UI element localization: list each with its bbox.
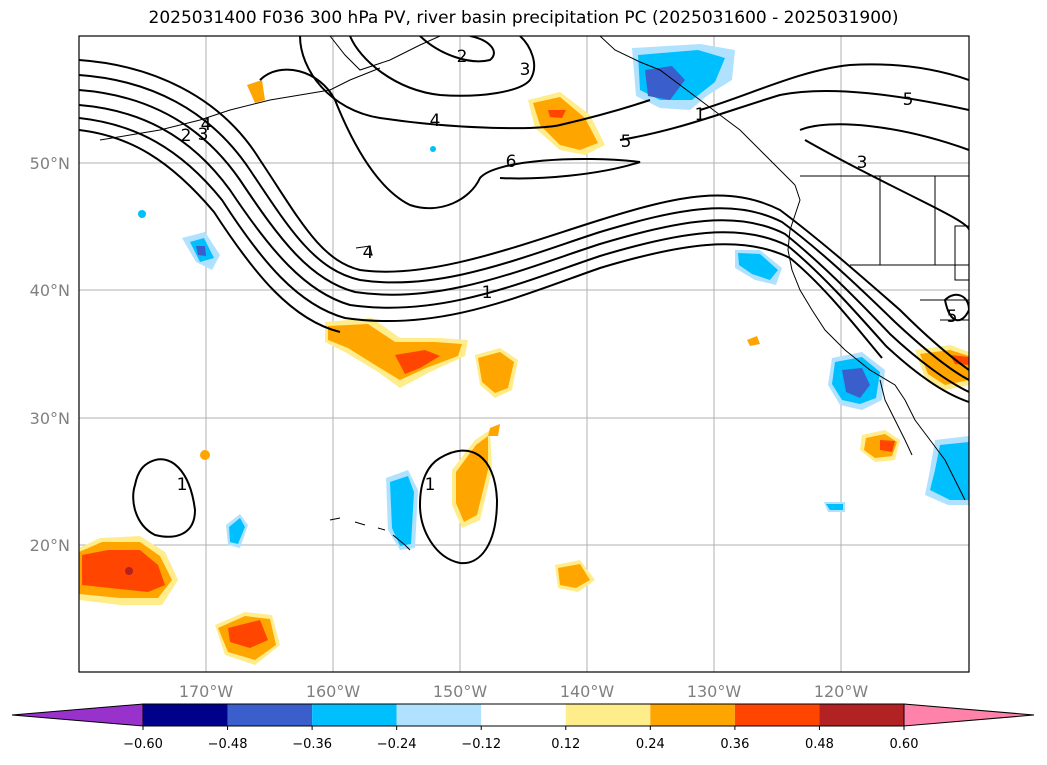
lat-tick-label: 20°N bbox=[30, 536, 70, 555]
contour-label: 3 bbox=[198, 125, 209, 145]
colorbar-segment bbox=[650, 704, 735, 726]
colorbar-label: −0.12 bbox=[461, 737, 501, 752]
colorbar-segment bbox=[481, 704, 566, 726]
colorbar-segment bbox=[227, 704, 313, 726]
plot-area bbox=[79, 36, 969, 672]
colorbar-segment bbox=[312, 704, 397, 726]
colorbar-label: 0.48 bbox=[805, 737, 834, 752]
colorbar-segment bbox=[396, 704, 482, 726]
colorbar-label: 0.60 bbox=[890, 737, 919, 752]
contour-label: 6 bbox=[506, 152, 517, 172]
colorbar-segment bbox=[565, 704, 651, 726]
contour-label: 1 bbox=[695, 105, 706, 125]
contour-label: 4 bbox=[363, 243, 374, 263]
colorbar-label: 0.12 bbox=[551, 737, 580, 752]
orange-anomaly-nw bbox=[247, 80, 265, 103]
colorbar-segment bbox=[734, 704, 820, 726]
colorbar-segment bbox=[819, 704, 904, 726]
contour-label: 3 bbox=[857, 153, 868, 173]
lat-tick-label: 40°N bbox=[30, 281, 70, 300]
colorbar-label: −0.36 bbox=[292, 737, 332, 752]
contour-label: 2 bbox=[457, 47, 468, 67]
contour-label: 2 bbox=[181, 126, 192, 146]
contour-label: 5 bbox=[947, 307, 958, 327]
colorbar-segment bbox=[143, 704, 228, 726]
colorbar-arrow-low bbox=[11, 703, 144, 727]
colorbar-label: −0.24 bbox=[377, 737, 417, 752]
colorbar-label: −0.60 bbox=[123, 737, 163, 752]
lon-tick-label: 120°W bbox=[814, 682, 869, 701]
orange-anomaly-central bbox=[325, 318, 468, 388]
colorbar-label: 0.24 bbox=[636, 737, 665, 752]
red-anomaly-sw bbox=[79, 536, 178, 605]
blue-anomaly-alaska bbox=[632, 44, 735, 110]
lat-tick-labels: 50°N 40°N 30°N 20°N bbox=[30, 154, 70, 555]
colorbar: −0.60 −0.48 −0.36 −0.24 −0.12 0.12 0.24 0.36 0.4… bbox=[11, 703, 1035, 752]
contour-label: 1 bbox=[425, 475, 436, 495]
colorbar-label: 0.36 bbox=[720, 737, 749, 752]
lon-tick-label: 150°W bbox=[433, 682, 488, 701]
precip-shading bbox=[79, 44, 969, 665]
lon-tick-label: 140°W bbox=[560, 682, 615, 701]
lat-tick-label: 50°N bbox=[30, 154, 70, 173]
contour-label: 4 bbox=[201, 115, 212, 135]
lon-tick-label: 160°W bbox=[306, 682, 361, 701]
lon-tick-label: 170°W bbox=[179, 682, 234, 701]
contour-labels: 2 3 4 5 6 1 3 4 5 4 2 3 1 1 1 5 bbox=[177, 47, 958, 495]
gridlines bbox=[79, 36, 969, 672]
contour-label: 3 bbox=[520, 60, 531, 80]
pv-contours bbox=[79, 36, 969, 565]
lon-tick-label: 130°W bbox=[687, 682, 742, 701]
colorbar-label: −0.48 bbox=[208, 737, 248, 752]
plot-frame bbox=[78, 35, 970, 673]
contour-label: 1 bbox=[482, 283, 493, 303]
contour-label: 5 bbox=[903, 90, 914, 110]
contour-label: 4 bbox=[430, 111, 441, 131]
lat-tick-label: 30°N bbox=[30, 409, 70, 428]
lon-tick-labels: 170°W 160°W 150°W 140°W 130°W 120°W bbox=[179, 682, 869, 701]
coastlines bbox=[99, 36, 969, 551]
colorbar-frame bbox=[142, 703, 905, 727]
colorbar-arrow-high bbox=[903, 703, 1035, 727]
contour-label: 5 bbox=[621, 132, 632, 152]
contour-label: 1 bbox=[177, 475, 188, 495]
map-title: 2025031400 F036 300 hPa PV, river basin … bbox=[148, 8, 899, 28]
